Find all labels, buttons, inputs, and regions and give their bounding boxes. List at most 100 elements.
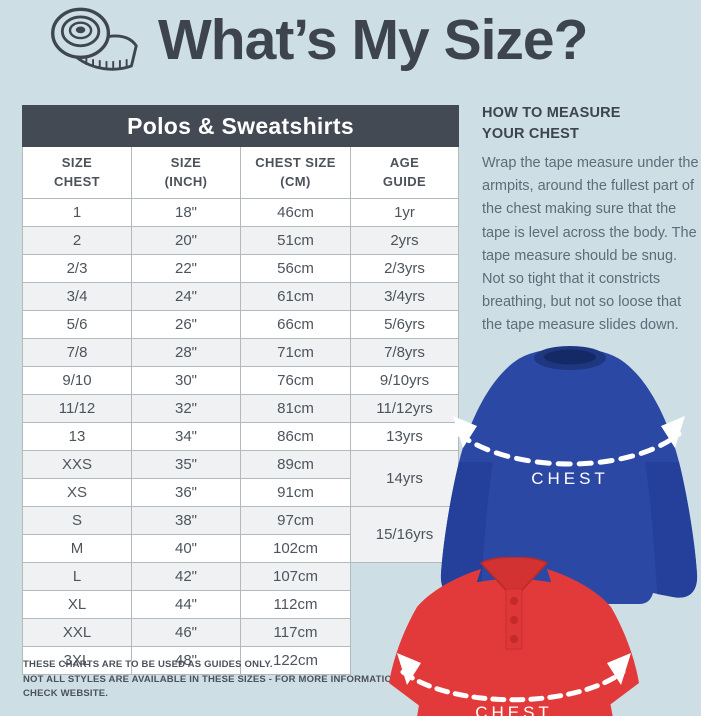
cell-inch: 48" xyxy=(131,646,241,675)
cell-size: 5/6 xyxy=(22,310,132,339)
chest-measure-line xyxy=(456,431,682,467)
sweatshirt-sleeve-shade xyxy=(645,462,698,598)
cell-size: S xyxy=(22,506,132,535)
cell-inch: 34" xyxy=(131,422,241,451)
table-title: Polos & Sweatshirts xyxy=(21,105,460,147)
table-row: 9/10 30" 76cm 9/10yrs xyxy=(22,366,460,395)
table-row: XL 44" 112cm xyxy=(22,590,459,619)
how-to-heading: HOW TO MEASURE YOUR CHEST xyxy=(482,105,621,143)
polo-button xyxy=(510,597,518,605)
table-row: M 40" 102cm xyxy=(22,534,459,563)
cell-inch: 22" xyxy=(131,254,241,283)
measure-arrow-left xyxy=(453,416,477,448)
cell-cm: 107cm xyxy=(240,562,351,591)
cell-inch: 44" xyxy=(131,590,241,619)
polo-chest-label: CHEST xyxy=(475,703,553,716)
cell-inch: 20" xyxy=(131,226,241,255)
table-row: 3XL 48" 122cm xyxy=(22,646,459,675)
cell-size: XXL xyxy=(22,618,132,647)
sweatshirt-collar-inner xyxy=(544,349,596,365)
cell-inch: 28" xyxy=(131,338,241,367)
sweatshirt-body xyxy=(440,348,698,604)
disclaimer-note: THESE CHARTS ARE TO BE USED AS GUIDES ON… xyxy=(23,659,400,700)
cell-age-merged: 14yrs xyxy=(349,450,460,507)
cell-cm: 51cm xyxy=(240,226,351,255)
cell-inch: 42" xyxy=(131,562,241,591)
cell-age: 1yr xyxy=(349,198,460,227)
cell-size: 1 xyxy=(22,198,132,227)
table-row: L 42" 107cm xyxy=(22,562,459,591)
cell-size: 2/3 xyxy=(22,254,132,283)
table-row: 7/8 28" 71cm 7/8yrs xyxy=(22,338,460,367)
table-row: 11/12 32" 81cm 11/12yrs xyxy=(22,394,460,423)
cell-cm: 122cm xyxy=(240,646,351,675)
table-row: 13 34" 86cm 13yrs xyxy=(22,422,460,451)
cell-size: XS xyxy=(22,478,132,507)
cell-size: 2 xyxy=(22,226,132,255)
how-to-measure-panel: HOW TO MEASURE YOUR CHEST Wrap the tape … xyxy=(482,103,701,338)
table-row: 3/4 24" 61cm 3/4yrs xyxy=(22,282,460,311)
cell-cm: 117cm xyxy=(240,618,351,647)
cell-cm: 56cm xyxy=(240,254,351,283)
cell-cm: 81cm xyxy=(240,394,351,423)
how-to-body: Wrap the tape measure under the armpits,… xyxy=(482,155,699,334)
chest-measure-line xyxy=(400,669,626,703)
cell-cm: 97cm xyxy=(240,506,351,535)
cell-cm: 91cm xyxy=(240,478,351,507)
cell-inch: 40" xyxy=(131,534,241,563)
col-header-inch: SIZE (INCH) xyxy=(131,146,241,199)
col-header-cm: CHEST SIZE (CM) xyxy=(240,146,351,199)
cell-inch: 18" xyxy=(131,198,241,227)
column-header-row: SIZE CHEST SIZE (INCH) CHEST SIZE (CM) A… xyxy=(22,146,460,199)
tape-measure-icon xyxy=(51,7,138,71)
cell-size: XXS xyxy=(22,450,132,479)
cell-cm: 112cm xyxy=(240,590,351,619)
cell-inch: 26" xyxy=(131,310,241,339)
page-title: What’s My Size? xyxy=(158,8,588,72)
cell-cm: 86cm xyxy=(240,422,351,451)
measure-arrow-right xyxy=(607,653,631,685)
cell-inch: 32" xyxy=(131,394,241,423)
cell-age: 7/8yrs xyxy=(349,338,460,367)
cell-inch: 36" xyxy=(131,478,241,507)
polo-button xyxy=(510,616,518,624)
cell-cm: 61cm xyxy=(240,282,351,311)
size-table: Polos & Sweatshirts SIZE CHEST SIZE (INC… xyxy=(21,105,460,675)
measure-arrow-right xyxy=(661,416,685,448)
cell-age: 3/4yrs xyxy=(349,282,460,311)
cell-inch: 38" xyxy=(131,506,241,535)
cell-inch: 46" xyxy=(131,618,241,647)
cell-cm: 89cm xyxy=(240,450,351,479)
cell-cm: 102cm xyxy=(240,534,351,563)
cell-size: L xyxy=(22,562,132,591)
cell-size: 3/4 xyxy=(22,282,132,311)
cell-inch: 35" xyxy=(131,450,241,479)
table-row: 1 18" 46cm 1yr xyxy=(22,198,460,227)
cell-inch: 30" xyxy=(131,366,241,395)
cell-cm: 66cm xyxy=(240,310,351,339)
cell-cm: 46cm xyxy=(240,198,351,227)
table-title-row: Polos & Sweatshirts xyxy=(21,105,460,147)
cell-cm: 76cm xyxy=(240,366,351,395)
cell-age: 5/6yrs xyxy=(349,310,460,339)
table-row: 5/6 26" 66cm 5/6yrs xyxy=(22,310,460,339)
cell-cm: 71cm xyxy=(240,338,351,367)
cell-size: 7/8 xyxy=(22,338,132,367)
table-row: 2/3 22" 56cm 2/3yrs xyxy=(22,254,460,283)
table-row: 2 20" 51cm 2yrs xyxy=(22,226,460,255)
polo-body xyxy=(417,597,613,716)
polo-button xyxy=(510,635,518,643)
page-header: What’s My Size? xyxy=(46,4,588,76)
measure-arrow-left xyxy=(397,653,421,685)
table-row: XS 36" 91cm xyxy=(22,478,459,507)
cell-size: M xyxy=(22,534,132,563)
cell-size: 3XL xyxy=(22,646,132,675)
cell-age-merged: 15/16yrs xyxy=(349,506,460,563)
cell-size: 9/10 xyxy=(22,366,132,395)
col-header-age: AGE GUIDE xyxy=(349,146,460,199)
table-row: XXS 35" 89cm 14yrs xyxy=(22,450,460,507)
polo-image: ZECO CHEST xyxy=(389,557,639,716)
cell-inch: 24" xyxy=(131,282,241,311)
cell-size: XL xyxy=(22,590,132,619)
